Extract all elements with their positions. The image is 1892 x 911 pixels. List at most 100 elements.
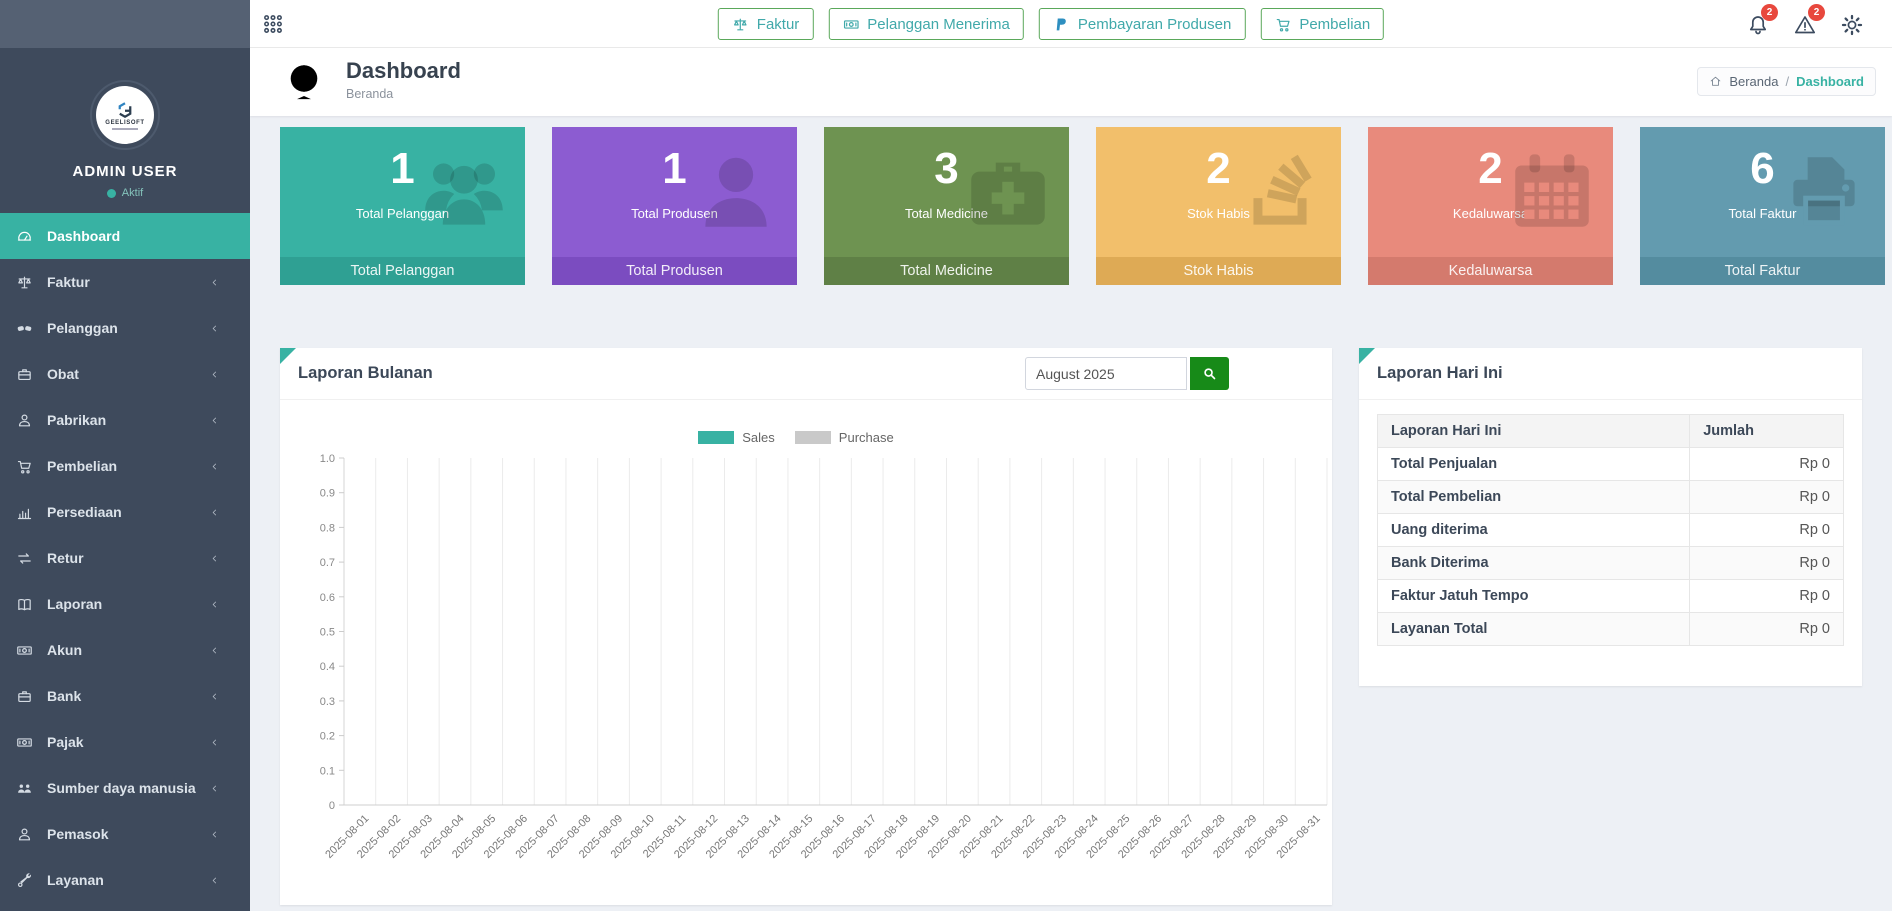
dashboard-icon <box>16 228 33 245</box>
user-status: Aktif <box>0 187 250 199</box>
report-row-label: Total Pembelian <box>1378 481 1690 514</box>
stat-card-body: 2 Kedaluwarsa <box>1368 127 1613 257</box>
stat-card-body: 2 Stok Habis <box>1096 127 1341 257</box>
quick-actions: Faktur Pelanggan Menerima Pembayaran Pro… <box>718 8 1384 40</box>
sidebar-item-dashboard[interactable]: Dashboard <box>0 213 250 259</box>
report-row-label: Uang diterima <box>1378 514 1690 547</box>
chevron-left-icon <box>209 599 220 610</box>
avatar[interactable]: GEELISOFT <box>96 86 154 144</box>
page-subtitle: Beranda <box>346 87 461 101</box>
quick-button-faktur[interactable]: Faktur <box>718 8 814 40</box>
sidebar-item-bank[interactable]: Bank <box>0 673 250 719</box>
stat-card-total-produsen[interactable]: 1 Total Produsen Total Produsen <box>552 127 797 285</box>
cart-icon <box>16 458 33 475</box>
warning-button[interactable]: 2 <box>1787 7 1823 43</box>
user-icon <box>16 412 33 429</box>
sidebar-item-pelanggan[interactable]: Pelanggan <box>0 305 250 351</box>
stat-card-total-faktur[interactable]: 6 Total Faktur Total Faktur <box>1640 127 1885 285</box>
stat-card-body: 1 Total Pelanggan <box>280 127 525 257</box>
quick-button-pembelian[interactable]: Pembelian <box>1260 8 1384 40</box>
page-title-bar: Dashboard Beranda Beranda / Dashboard <box>250 48 1892 116</box>
money-icon <box>16 642 33 659</box>
geelisoft-logo-icon <box>116 101 134 119</box>
month-filter-form <box>1025 357 1229 390</box>
monthly-panel-header: Laporan Bulanan <box>280 348 1332 400</box>
svg-text:1.0: 1.0 <box>320 453 335 465</box>
legend-swatch-purchase <box>795 431 831 444</box>
sidebar: GEELISOFT ADMIN USER Aktif Dashboard Fak… <box>0 0 250 911</box>
table-row: Layanan Total Rp 0 <box>1378 613 1844 646</box>
report-row-label: Total Penjualan <box>1378 448 1690 481</box>
sidebar-item-pabrikan[interactable]: Pabrikan <box>0 397 250 443</box>
stat-card-footer: Total Medicine <box>824 257 1069 285</box>
quick-button-pembayaran-produsen[interactable]: Pembayaran Produsen <box>1039 8 1245 40</box>
stat-card-total-pelanggan[interactable]: 1 Total Pelanggan Total Pelanggan <box>280 127 525 285</box>
svg-text:0.8: 0.8 <box>320 522 335 534</box>
sidebar-item-partial[interactable] <box>0 903 250 911</box>
print-icon <box>1775 143 1873 241</box>
svg-text:0.7: 0.7 <box>320 557 335 569</box>
title-block: Dashboard Beranda <box>346 58 461 101</box>
sidebar-item-layanan[interactable]: Layanan <box>0 857 250 903</box>
panels-row: Laporan Bulanan Sales Purchase 00.10.20.… <box>280 348 1862 905</box>
briefcase-icon <box>16 688 33 705</box>
report-row-label: Bank Diterima <box>1378 547 1690 580</box>
sidebar-item-label: Retur <box>47 550 84 566</box>
chart-legend: Sales Purchase <box>280 430 1332 444</box>
sidebar-item-faktur[interactable]: Faktur <box>0 259 250 305</box>
home-icon <box>1709 75 1722 88</box>
stat-card-stok-habis[interactable]: 2 Stok Habis Stok Habis <box>1096 127 1341 285</box>
quick-button-pelanggan-menerima[interactable]: Pelanggan Menerima <box>828 8 1024 40</box>
sidebar-menu: Dashboard Faktur Pelanggan Obat Pabrikan… <box>0 213 250 911</box>
report-row-value: Rp 0 <box>1690 514 1844 547</box>
stat-card-kedaluwarsa[interactable]: 2 Kedaluwarsa Kedaluwarsa <box>1368 127 1613 285</box>
table-row: Bank Diterima Rp 0 <box>1378 547 1844 580</box>
monthly-report-panel: Laporan Bulanan Sales Purchase 00.10.20.… <box>280 348 1332 905</box>
quick-button-label: Pembelian <box>1299 16 1370 33</box>
notification-badge: 2 <box>1808 4 1825 21</box>
apps-grid-button[interactable] <box>262 13 284 35</box>
sidebar-item-sumber-daya-manusia[interactable]: Sumber daya manusia <box>0 765 250 811</box>
month-input[interactable] <box>1025 357 1187 390</box>
search-button[interactable] <box>1190 357 1229 390</box>
svg-text:0.5: 0.5 <box>320 627 335 639</box>
avatar-ring: GEELISOFT <box>90 80 160 150</box>
sidebar-item-persediaan[interactable]: Persediaan <box>0 489 250 535</box>
chevron-left-icon <box>209 691 220 702</box>
today-report-panel: Laporan Hari Ini Laporan Hari Ini Jumlah… <box>1359 348 1862 686</box>
sidebar-item-retur[interactable]: Retur <box>0 535 250 581</box>
sidebar-item-label: Bank <box>47 688 81 704</box>
sidebar-item-pajak[interactable]: Pajak <box>0 719 250 765</box>
calendar-icon <box>1503 143 1601 241</box>
table-row: Uang diterima Rp 0 <box>1378 514 1844 547</box>
navbar-icons: 2 2 <box>1740 7 1870 43</box>
user-status-label: Aktif <box>122 187 143 199</box>
breadcrumb-home[interactable]: Beranda <box>1729 74 1778 89</box>
sidebar-item-label: Layanan <box>47 872 104 888</box>
table-row: Total Pembelian Rp 0 <box>1378 481 1844 514</box>
bar-chart-icon <box>16 504 33 521</box>
panel-corner-ribbon <box>280 348 296 364</box>
handshake-icon <box>16 320 33 337</box>
gear-button[interactable] <box>1834 7 1870 43</box>
sidebar-item-pembelian[interactable]: Pembelian <box>0 443 250 489</box>
sidebar-item-akun[interactable]: Akun <box>0 627 250 673</box>
money-icon <box>842 16 859 33</box>
medkit-icon <box>959 143 1057 241</box>
report-row-label: Layanan Total <box>1378 613 1690 646</box>
logo-text: GEELISOFT <box>105 120 144 126</box>
sidebar-item-laporan[interactable]: Laporan <box>0 581 250 627</box>
stat-card-footer: Kedaluwarsa <box>1368 257 1613 285</box>
sidebar-item-obat[interactable]: Obat <box>0 351 250 397</box>
sidebar-item-label: Pemasok <box>47 826 108 842</box>
sidebar-item-pemasok[interactable]: Pemasok <box>0 811 250 857</box>
chevron-left-icon <box>209 553 220 564</box>
users-icon <box>415 143 513 241</box>
sidebar-item-label: Laporan <box>47 596 102 612</box>
stat-card-total-medicine[interactable]: 3 Total Medicine Total Medicine <box>824 127 1069 285</box>
bell-button[interactable]: 2 <box>1740 7 1776 43</box>
cart-icon <box>1274 16 1291 33</box>
chevron-left-icon <box>209 277 220 288</box>
main-content: 1 Total Pelanggan Total Pelanggan 1 Tota… <box>250 116 1892 911</box>
scale-icon <box>16 274 33 291</box>
